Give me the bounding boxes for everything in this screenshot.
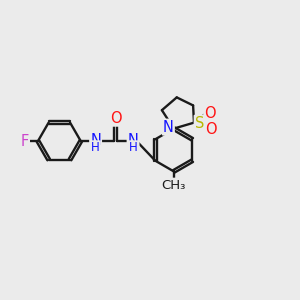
Text: O: O xyxy=(110,111,122,126)
Text: O: O xyxy=(206,122,217,137)
Text: H: H xyxy=(129,141,137,154)
Text: F: F xyxy=(21,134,29,148)
Text: O: O xyxy=(204,106,216,121)
Text: H: H xyxy=(91,141,100,154)
Text: N: N xyxy=(128,133,139,148)
Text: N: N xyxy=(90,133,101,148)
Text: N: N xyxy=(163,120,174,135)
Text: S: S xyxy=(195,116,204,131)
Text: CH₃: CH₃ xyxy=(162,178,186,192)
